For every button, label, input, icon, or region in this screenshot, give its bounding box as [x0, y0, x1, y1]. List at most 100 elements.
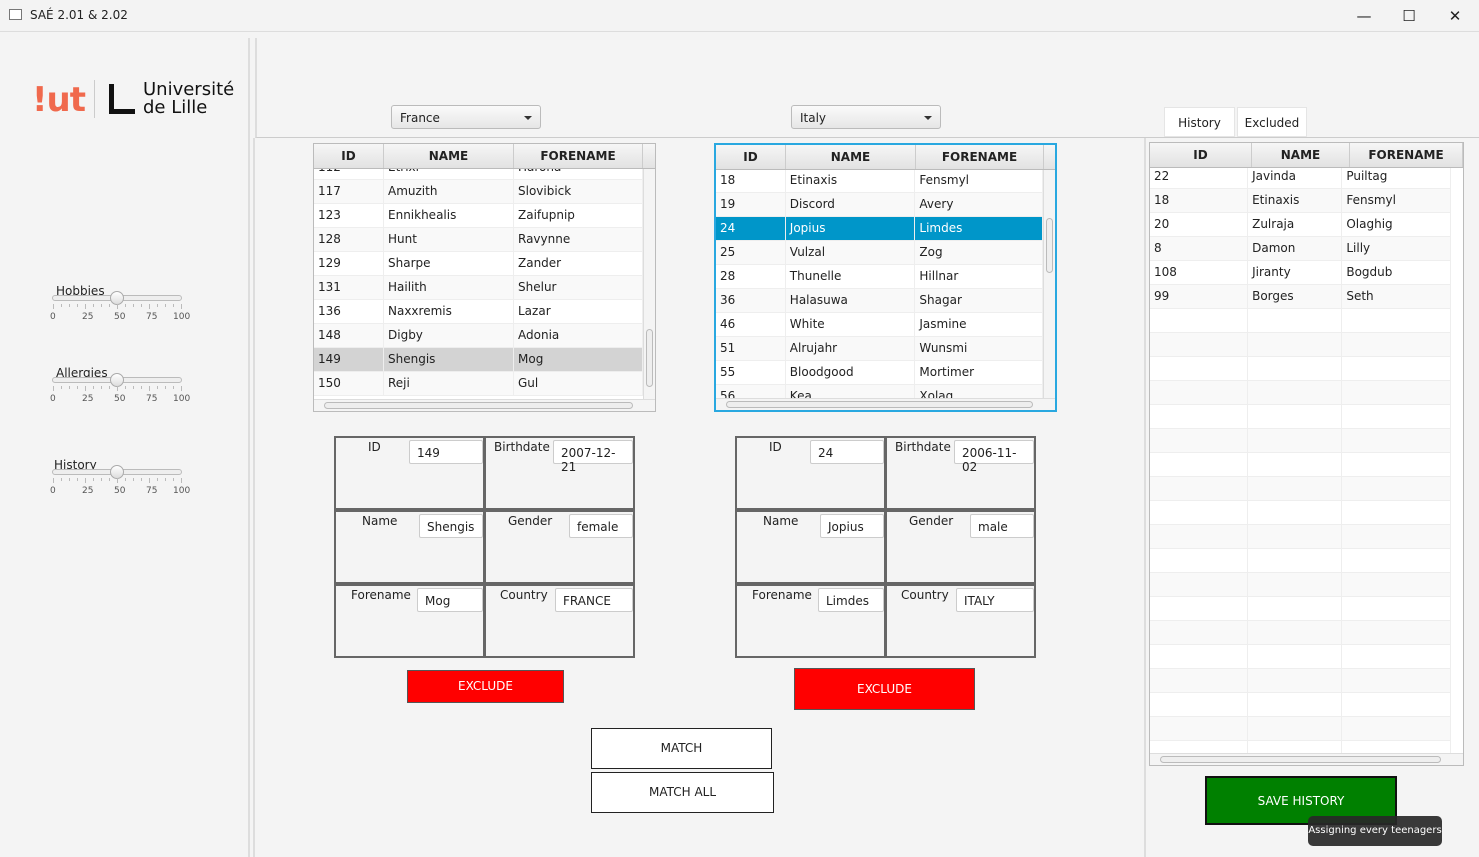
hobbies-slider-thumb[interactable]	[110, 291, 124, 305]
table-row[interactable]: 51 Alrujahr Wunsmi	[716, 337, 1043, 361]
table-row[interactable]	[1150, 309, 1451, 333]
hobbies-slider-tick	[53, 304, 54, 309]
empty-cell	[1342, 741, 1451, 764]
forename-field[interactable]: Limdes	[818, 588, 884, 612]
right_table-col-id[interactable]: ID	[716, 145, 786, 169]
birthdate-field[interactable]: 2007-12-21	[553, 440, 633, 474]
table-row[interactable]	[1150, 453, 1451, 477]
horizontal-scrollbar[interactable]	[716, 398, 1055, 410]
name-field[interactable]: Shengis	[419, 514, 483, 538]
country-field[interactable]: ITALY	[956, 588, 1034, 612]
table-row[interactable]: 117 Amuzith Slovibick	[314, 180, 643, 204]
history_table-col-forename[interactable]: FORENAME	[1350, 143, 1463, 167]
empty-cell	[1342, 405, 1451, 428]
horizontal-scrollbar[interactable]	[1150, 753, 1463, 765]
table-row[interactable]: 123 Ennikhealis Zaifupnip	[314, 204, 643, 228]
table-row[interactable]	[1150, 549, 1451, 573]
match-button[interactable]: MATCH	[591, 728, 772, 769]
table-row[interactable]	[1150, 597, 1451, 621]
right_table-col-name[interactable]: NAME	[786, 145, 916, 169]
horizontal-scrollbar[interactable]	[314, 399, 655, 411]
empty-cell	[1342, 549, 1451, 572]
table-row[interactable]: 22 Javinda Puiltag	[1150, 165, 1451, 189]
table-row[interactable]: 136 Naxxremis Lazar	[314, 300, 643, 324]
table-row[interactable]	[1150, 333, 1451, 357]
tab-history[interactable]: History	[1164, 107, 1235, 137]
table-row[interactable]: 18 Etinaxis Fensmyl	[716, 169, 1043, 193]
table-row[interactable]	[1150, 501, 1451, 525]
country-field[interactable]: FRANCE	[555, 588, 633, 612]
table-row[interactable]: 36 Halasuwa Shagar	[716, 289, 1043, 313]
table-row[interactable]: 20 Zulraja Olaghig	[1150, 213, 1451, 237]
table-row[interactable]: 150 Reji Gul	[314, 372, 643, 396]
left-exclude-button[interactable]: EXCLUDE	[407, 670, 564, 703]
scrollbar-thumb[interactable]	[726, 401, 1033, 408]
left-country-select[interactable]: France	[391, 105, 541, 129]
table-row[interactable]: 55 Bloodgood Mortimer	[716, 361, 1043, 385]
right-country-select[interactable]: Italy	[791, 105, 941, 129]
table-row[interactable]: 28 Thunelle Hillnar	[716, 265, 1043, 289]
history-table[interactable]: ID NAME FORENAME 22 Javinda Puiltag 18 Etinaxis…	[1149, 142, 1464, 766]
table-row[interactable]	[1150, 573, 1451, 597]
scrollbar-thumb[interactable]	[1160, 756, 1441, 763]
vertical-scrollbar[interactable]	[643, 169, 655, 399]
history-slider-tick	[181, 478, 182, 483]
table-row[interactable]	[1150, 357, 1451, 381]
table-row[interactable]: 149 Shengis Mog	[314, 348, 643, 372]
table-row[interactable]	[1150, 645, 1451, 669]
table-row[interactable]: 8 Damon Lilly	[1150, 237, 1451, 261]
left_table-col-name[interactable]: NAME	[384, 144, 514, 168]
scrollbar-thumb[interactable]	[324, 402, 633, 409]
table-row[interactable]: 18 Etinaxis Fensmyl	[1150, 189, 1451, 213]
table-row[interactable]: 46 White Jasmine	[716, 313, 1043, 337]
scrollbar-thumb[interactable]	[1046, 218, 1053, 273]
id-field[interactable]: 24	[810, 440, 884, 464]
table-row[interactable]	[1150, 381, 1451, 405]
left_table-col-id[interactable]: ID	[314, 144, 384, 168]
table-row[interactable]: 128 Hunt Ravynne	[314, 228, 643, 252]
close-button[interactable]: ✕	[1448, 7, 1462, 25]
table-row[interactable]: 131 Hailith Shelur	[314, 276, 643, 300]
birthdate-field[interactable]: 2006-11-02	[954, 440, 1034, 474]
table-row[interactable]: 99 Borges Seth	[1150, 285, 1451, 309]
scrollbar-thumb[interactable]	[646, 329, 653, 387]
gender-field[interactable]: female	[569, 514, 633, 538]
right_table-col-forename[interactable]: FORENAME	[916, 145, 1044, 169]
table-row[interactable]	[1150, 621, 1451, 645]
history-slider-thumb[interactable]	[110, 465, 124, 479]
match-all-button[interactable]: MATCH ALL	[591, 772, 774, 813]
table-cell: 136	[314, 300, 384, 323]
table-cell: Vulzal	[786, 241, 916, 264]
table-row[interactable]: 148 Digby Adonia	[314, 324, 643, 348]
table-row[interactable]	[1150, 693, 1451, 717]
table-cell: 28	[716, 265, 786, 288]
forename-field[interactable]: Mog	[417, 588, 483, 612]
table-row[interactable]	[1150, 669, 1451, 693]
table-row[interactable]	[1150, 405, 1451, 429]
history_table-col-id[interactable]: ID	[1150, 143, 1252, 167]
id-field[interactable]: 149	[409, 440, 483, 464]
table-row[interactable]	[1150, 429, 1451, 453]
maximize-button[interactable]: ☐	[1402, 7, 1416, 25]
gender-field[interactable]: male	[970, 514, 1034, 538]
table-row[interactable]	[1150, 717, 1451, 741]
table-row[interactable]: 19 Discord Avery	[716, 193, 1043, 217]
table-row[interactable]	[1150, 477, 1451, 501]
left_table-col-forename[interactable]: FORENAME	[514, 144, 643, 168]
history_table-col-name[interactable]: NAME	[1252, 143, 1350, 167]
table-row[interactable]: 108 Jiranty Bogdub	[1150, 261, 1451, 285]
tab-excluded[interactable]: Excluded	[1237, 107, 1307, 137]
right-exclude-button[interactable]: EXCLUDE	[794, 668, 975, 710]
name-field[interactable]: Jopius	[820, 514, 884, 538]
history-slider-tick	[149, 478, 150, 483]
right-teen-table[interactable]: ID NAME FORENAME 18 Etinaxis Fensmyl 19 Discord…	[714, 143, 1057, 412]
minimize-button[interactable]: —	[1356, 7, 1372, 25]
vertical-scrollbar[interactable]	[1043, 170, 1055, 398]
table-row[interactable]: 24 Jopius Limdes	[716, 217, 1043, 241]
table-row[interactable]: 25 Vulzal Zog	[716, 241, 1043, 265]
table-row[interactable]: 129 Sharpe Zander	[314, 252, 643, 276]
allergies-slider-thumb[interactable]	[110, 373, 124, 387]
table-row[interactable]	[1150, 525, 1451, 549]
left-teen-table[interactable]: IDNAMEFORENAME112EtrixiHarona117AmuzithS…	[313, 143, 656, 412]
table-cell: Javinda	[1248, 165, 1343, 188]
